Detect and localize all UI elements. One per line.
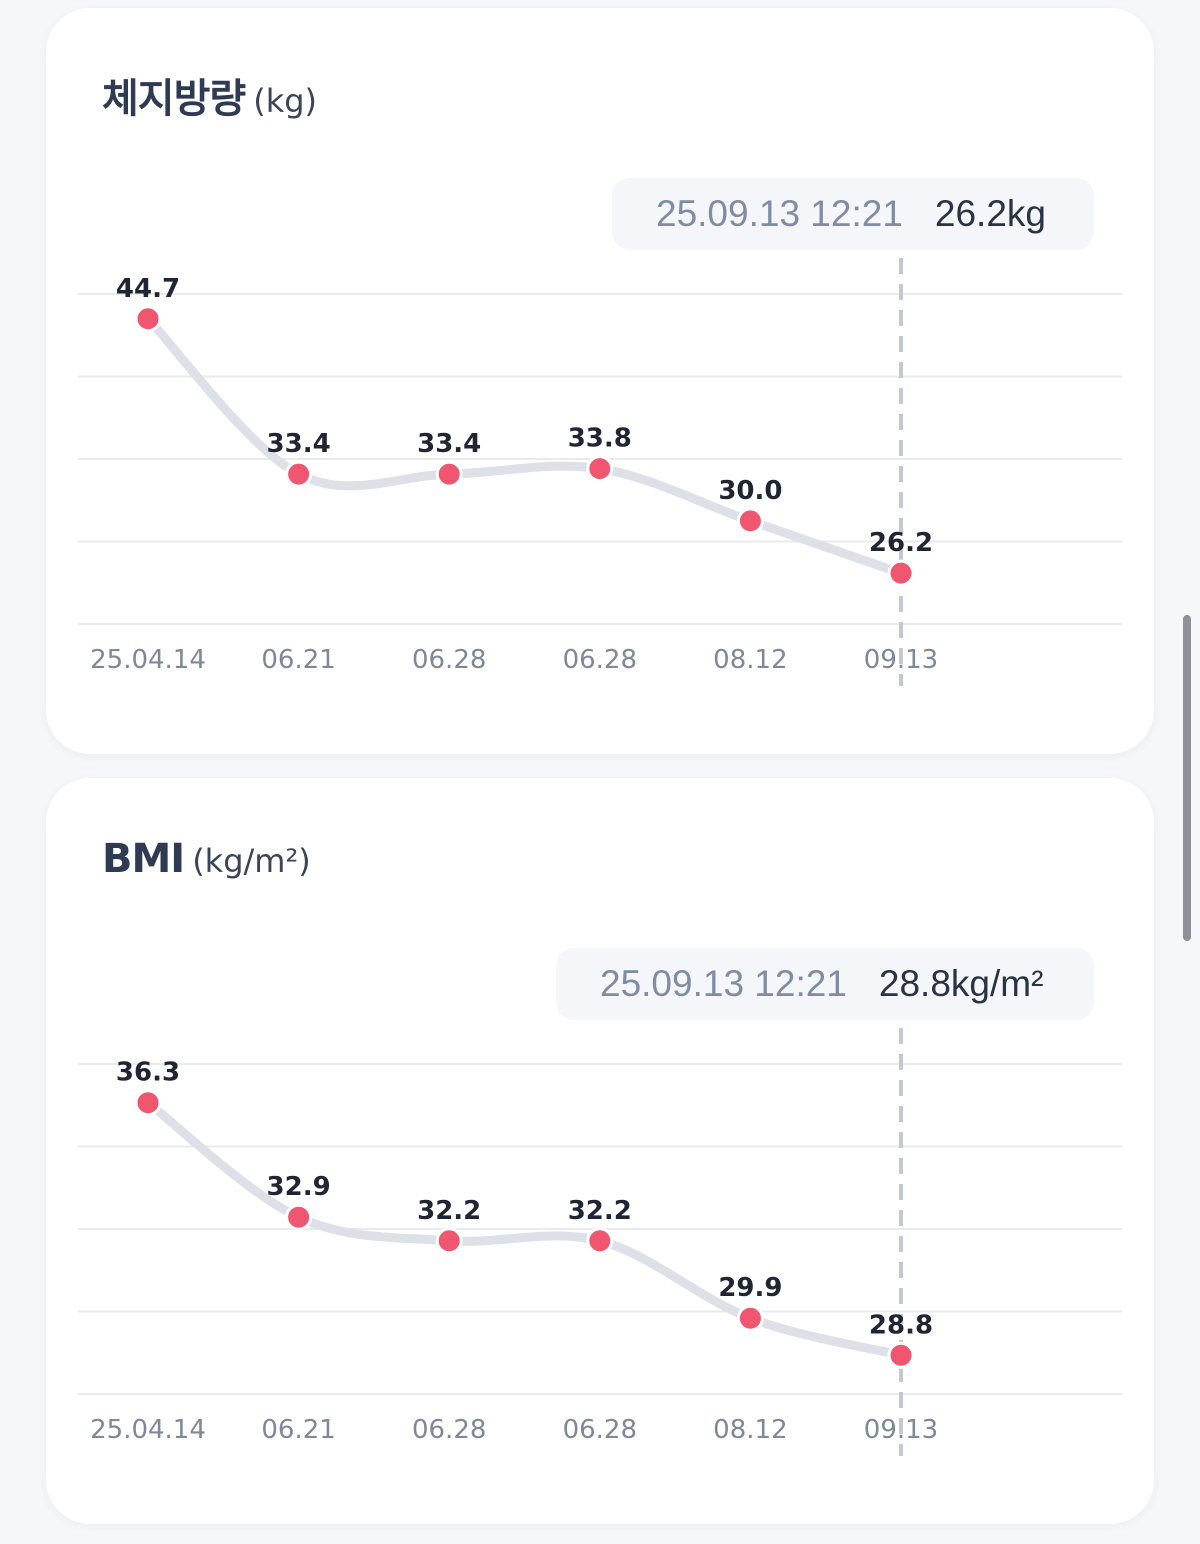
x-tick-label: 06.28 [563, 645, 637, 675]
x-tick-label: 06.28 [412, 1415, 486, 1445]
bmi-chart[interactable]: 36.3 32.9 32.2 32.2 29.9 28.8 25.04.14 06.21 06.… [46, 778, 1154, 1524]
data-point [586, 455, 614, 483]
body-fat-card: 체지방량 (kg) 44.7 33.4 33.4 33.8 30.0 26.2 25.04.1… [46, 8, 1154, 754]
chart-title-unit: (kg) [253, 82, 318, 120]
chart-title-unit: (kg/m²) [192, 842, 311, 880]
tooltip-date: 25.09.13 12:21 [600, 963, 847, 1004]
data-label: 26.2 [869, 528, 933, 558]
data-label: 28.8 [869, 1310, 933, 1340]
data-point [285, 1203, 313, 1231]
chart-title: 체지방량 (kg) [102, 66, 317, 124]
bmi-card: BMI (kg/m²) 36.3 32.9 32.2 32.2 29.9 28.8 25.04… [46, 778, 1154, 1524]
x-tick-label: 08.12 [713, 1415, 787, 1445]
data-label: 32.2 [568, 1196, 632, 1226]
data-point [134, 1089, 162, 1117]
body-fat-chart[interactable]: 44.7 33.4 33.4 33.8 30.0 26.2 25.04.14 06.21 06.… [46, 8, 1154, 754]
x-tick-label: 25.04.14 [90, 645, 206, 675]
data-label: 33.4 [267, 429, 331, 459]
chart-tooltip: 25.09.13 12:21 26.2kg [612, 178, 1094, 250]
series-line [143, 314, 906, 578]
data-label: 33.8 [568, 424, 632, 454]
data-point [887, 1341, 915, 1369]
data-point [134, 305, 162, 333]
data-label: 29.9 [718, 1273, 782, 1303]
data-point [736, 507, 764, 535]
tooltip-value: 26.2kg [934, 193, 1046, 234]
data-label: 32.2 [417, 1196, 481, 1226]
chart-title-text: BMI [102, 836, 185, 882]
data-point [887, 559, 915, 587]
chart-title-text: 체지방량 [102, 76, 246, 122]
tooltip-value: 28.8kg/m² [878, 963, 1044, 1004]
data-point [586, 1227, 614, 1255]
x-tick-label: 06.28 [563, 1415, 637, 1445]
x-tick-label: 09.13 [864, 645, 938, 675]
data-point [736, 1304, 764, 1332]
data-point [285, 460, 313, 488]
x-tick-label: 25.04.14 [90, 1415, 206, 1445]
data-point [435, 1227, 463, 1255]
series-line [143, 1098, 906, 1360]
x-tick-label: 06.21 [261, 1415, 335, 1445]
tooltip-date: 25.09.13 12:21 [656, 193, 903, 234]
x-tick-label: 08.12 [713, 645, 787, 675]
data-label: 30.0 [718, 476, 782, 506]
page-scrollbar[interactable] [1183, 615, 1191, 941]
data-label: 36.3 [116, 1058, 180, 1088]
data-point [435, 460, 463, 488]
chart-title: BMI (kg/m²) [102, 836, 311, 882]
data-label: 32.9 [267, 1172, 331, 1202]
data-label: 44.7 [116, 274, 180, 304]
chart-tooltip: 25.09.13 12:21 28.8kg/m² [556, 948, 1094, 1020]
x-tick-label: 06.21 [261, 645, 335, 675]
data-label: 33.4 [417, 429, 481, 459]
x-tick-label: 09.13 [864, 1415, 938, 1445]
x-tick-label: 06.28 [412, 645, 486, 675]
